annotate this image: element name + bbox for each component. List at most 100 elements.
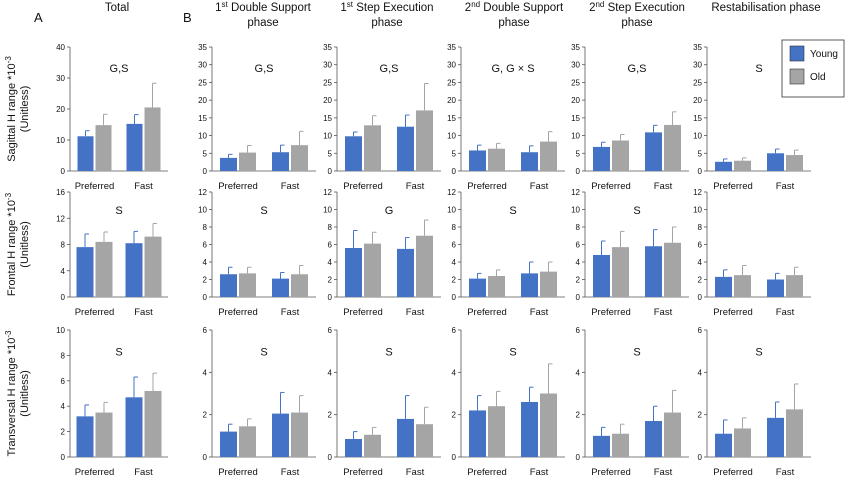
panel-sagittal-0: 0 10 20 30 40 Preferred Fast G,S [56,43,168,192]
y-tick-label: 35 [693,43,702,52]
y-tick-label: 5 [576,149,581,158]
column-header-2-line-0: 1st Step Execution [340,0,433,14]
category-label-preferred: Preferred [75,307,115,318]
bar-young-fast [767,153,784,171]
y-tick-label: 2 [61,428,66,437]
y-tick-label: 8 [698,223,703,232]
significance-label: G,S [380,63,399,75]
panel-transversal-2: 0 2 4 6 Preferred Fast S [328,326,441,478]
y-tick-label: 8 [452,223,457,232]
y-tick-label: 0 [203,453,208,462]
bar-old-fast [664,412,681,457]
y-tick-label: 6 [203,241,208,250]
legend: Young Old [781,39,845,98]
y-tick-label: 0 [452,293,457,302]
bar-old-preferred [95,241,113,297]
bar-old-fast [664,124,681,171]
y-tick-label: 10 [571,206,580,215]
bar-old-fast [416,424,433,457]
y-tick-label: 4 [698,368,703,377]
significance-label: S [385,347,392,359]
panel-frontal-5: 0 2 4 6 8 10 12 Preferred Fast [693,188,811,318]
bar-old-preferred [488,148,505,171]
legend-label-young: Young [810,49,838,60]
category-label-fast: Fast [530,181,549,192]
category-label-preferred: Preferred [343,307,383,318]
y-tick-label: 2 [328,276,333,285]
bar-young-fast [272,278,289,297]
bar-old-preferred [734,160,751,171]
legend-swatch-young [789,45,805,62]
y-tick-label: 8 [576,223,581,232]
bar-young-fast [645,132,662,171]
y-tick-label: 4 [203,368,208,377]
column-header-3-line-1: phase [498,17,529,29]
significance-label: G, G × S [491,63,534,75]
significance-label: S [509,347,516,359]
y-tick-label: 0 [61,167,66,176]
y-tick-label: 10 [447,206,456,215]
category-label-preferred: Preferred [713,467,753,478]
category-label-fast: Fast [281,307,300,318]
y-tick-label: 12 [447,188,456,197]
bar-old-preferred [364,125,381,171]
y-tick-label: 12 [56,214,65,223]
row-label-2: Transversal H range *10-3(Unitless) [4,330,32,456]
bar-young-fast [272,413,289,457]
y-tick-label: 4 [203,258,208,267]
bar-old-preferred [239,152,256,171]
panel-sagittal-4: 0 5 10 15 20 25 30 35 Preferred Fast G,S [571,43,689,192]
category-label-fast: Fast [134,181,153,192]
y-tick-label: 40 [56,43,65,52]
legend-swatch-old [789,68,805,85]
y-tick-label: 10 [56,326,65,335]
y-tick-label: 30 [56,74,65,83]
y-tick-label: 6 [576,326,581,335]
category-label-fast: Fast [654,181,673,192]
bar-old-preferred [488,406,505,457]
y-tick-label: 15 [323,114,332,123]
bar-old-preferred [239,426,256,457]
significance-label: G,S [628,63,647,75]
y-tick-label: 2 [452,276,457,285]
y-tick-label: 30 [571,61,580,70]
y-tick-label: 2 [203,411,208,420]
panel-b-letter: B [183,10,192,25]
category-label-preferred: Preferred [218,181,258,192]
y-tick-label: 12 [693,188,702,197]
significance-label: S [633,347,640,359]
y-tick-label: 0 [203,167,208,176]
bar-young-preferred [593,435,610,457]
bar-old-preferred [612,140,629,171]
bar-young-preferred [593,255,610,297]
y-tick-label: 5 [698,149,703,158]
bar-young-fast [125,243,143,297]
bar-young-fast [645,246,662,297]
y-tick-label: 6 [328,326,333,335]
category-label-fast: Fast [406,181,425,192]
category-label-preferred: Preferred [467,181,507,192]
row-label-1: Frontal H range *10-3(Unitless) [4,192,32,296]
y-tick-label: 4 [61,267,66,276]
significance-label: S [115,347,122,359]
y-tick-label: 20 [198,96,207,105]
bar-young-fast [645,421,662,457]
significance-label: G [385,205,394,217]
column-header-1-line-1: phase [247,17,278,29]
bar-young-preferred [345,439,362,457]
y-tick-label: 5 [328,149,333,158]
significance-label: S [260,205,267,217]
category-label-fast: Fast [654,307,673,318]
panel-frontal-3: 0 2 4 6 8 10 12 Preferred Fast S [447,188,565,318]
category-label-fast: Fast [281,181,300,192]
bar-old-fast [144,107,161,171]
bar-old-fast [291,412,308,457]
bar-old-preferred [734,428,751,457]
row-label-0-line2: (Unitless) [19,86,31,132]
bar-young-preferred [220,431,237,457]
row-label-1-line1: Frontal H range *10-3 [4,192,19,296]
bar-old-fast [664,242,681,297]
y-tick-label: 4 [576,368,581,377]
y-tick-label: 4 [61,402,66,411]
